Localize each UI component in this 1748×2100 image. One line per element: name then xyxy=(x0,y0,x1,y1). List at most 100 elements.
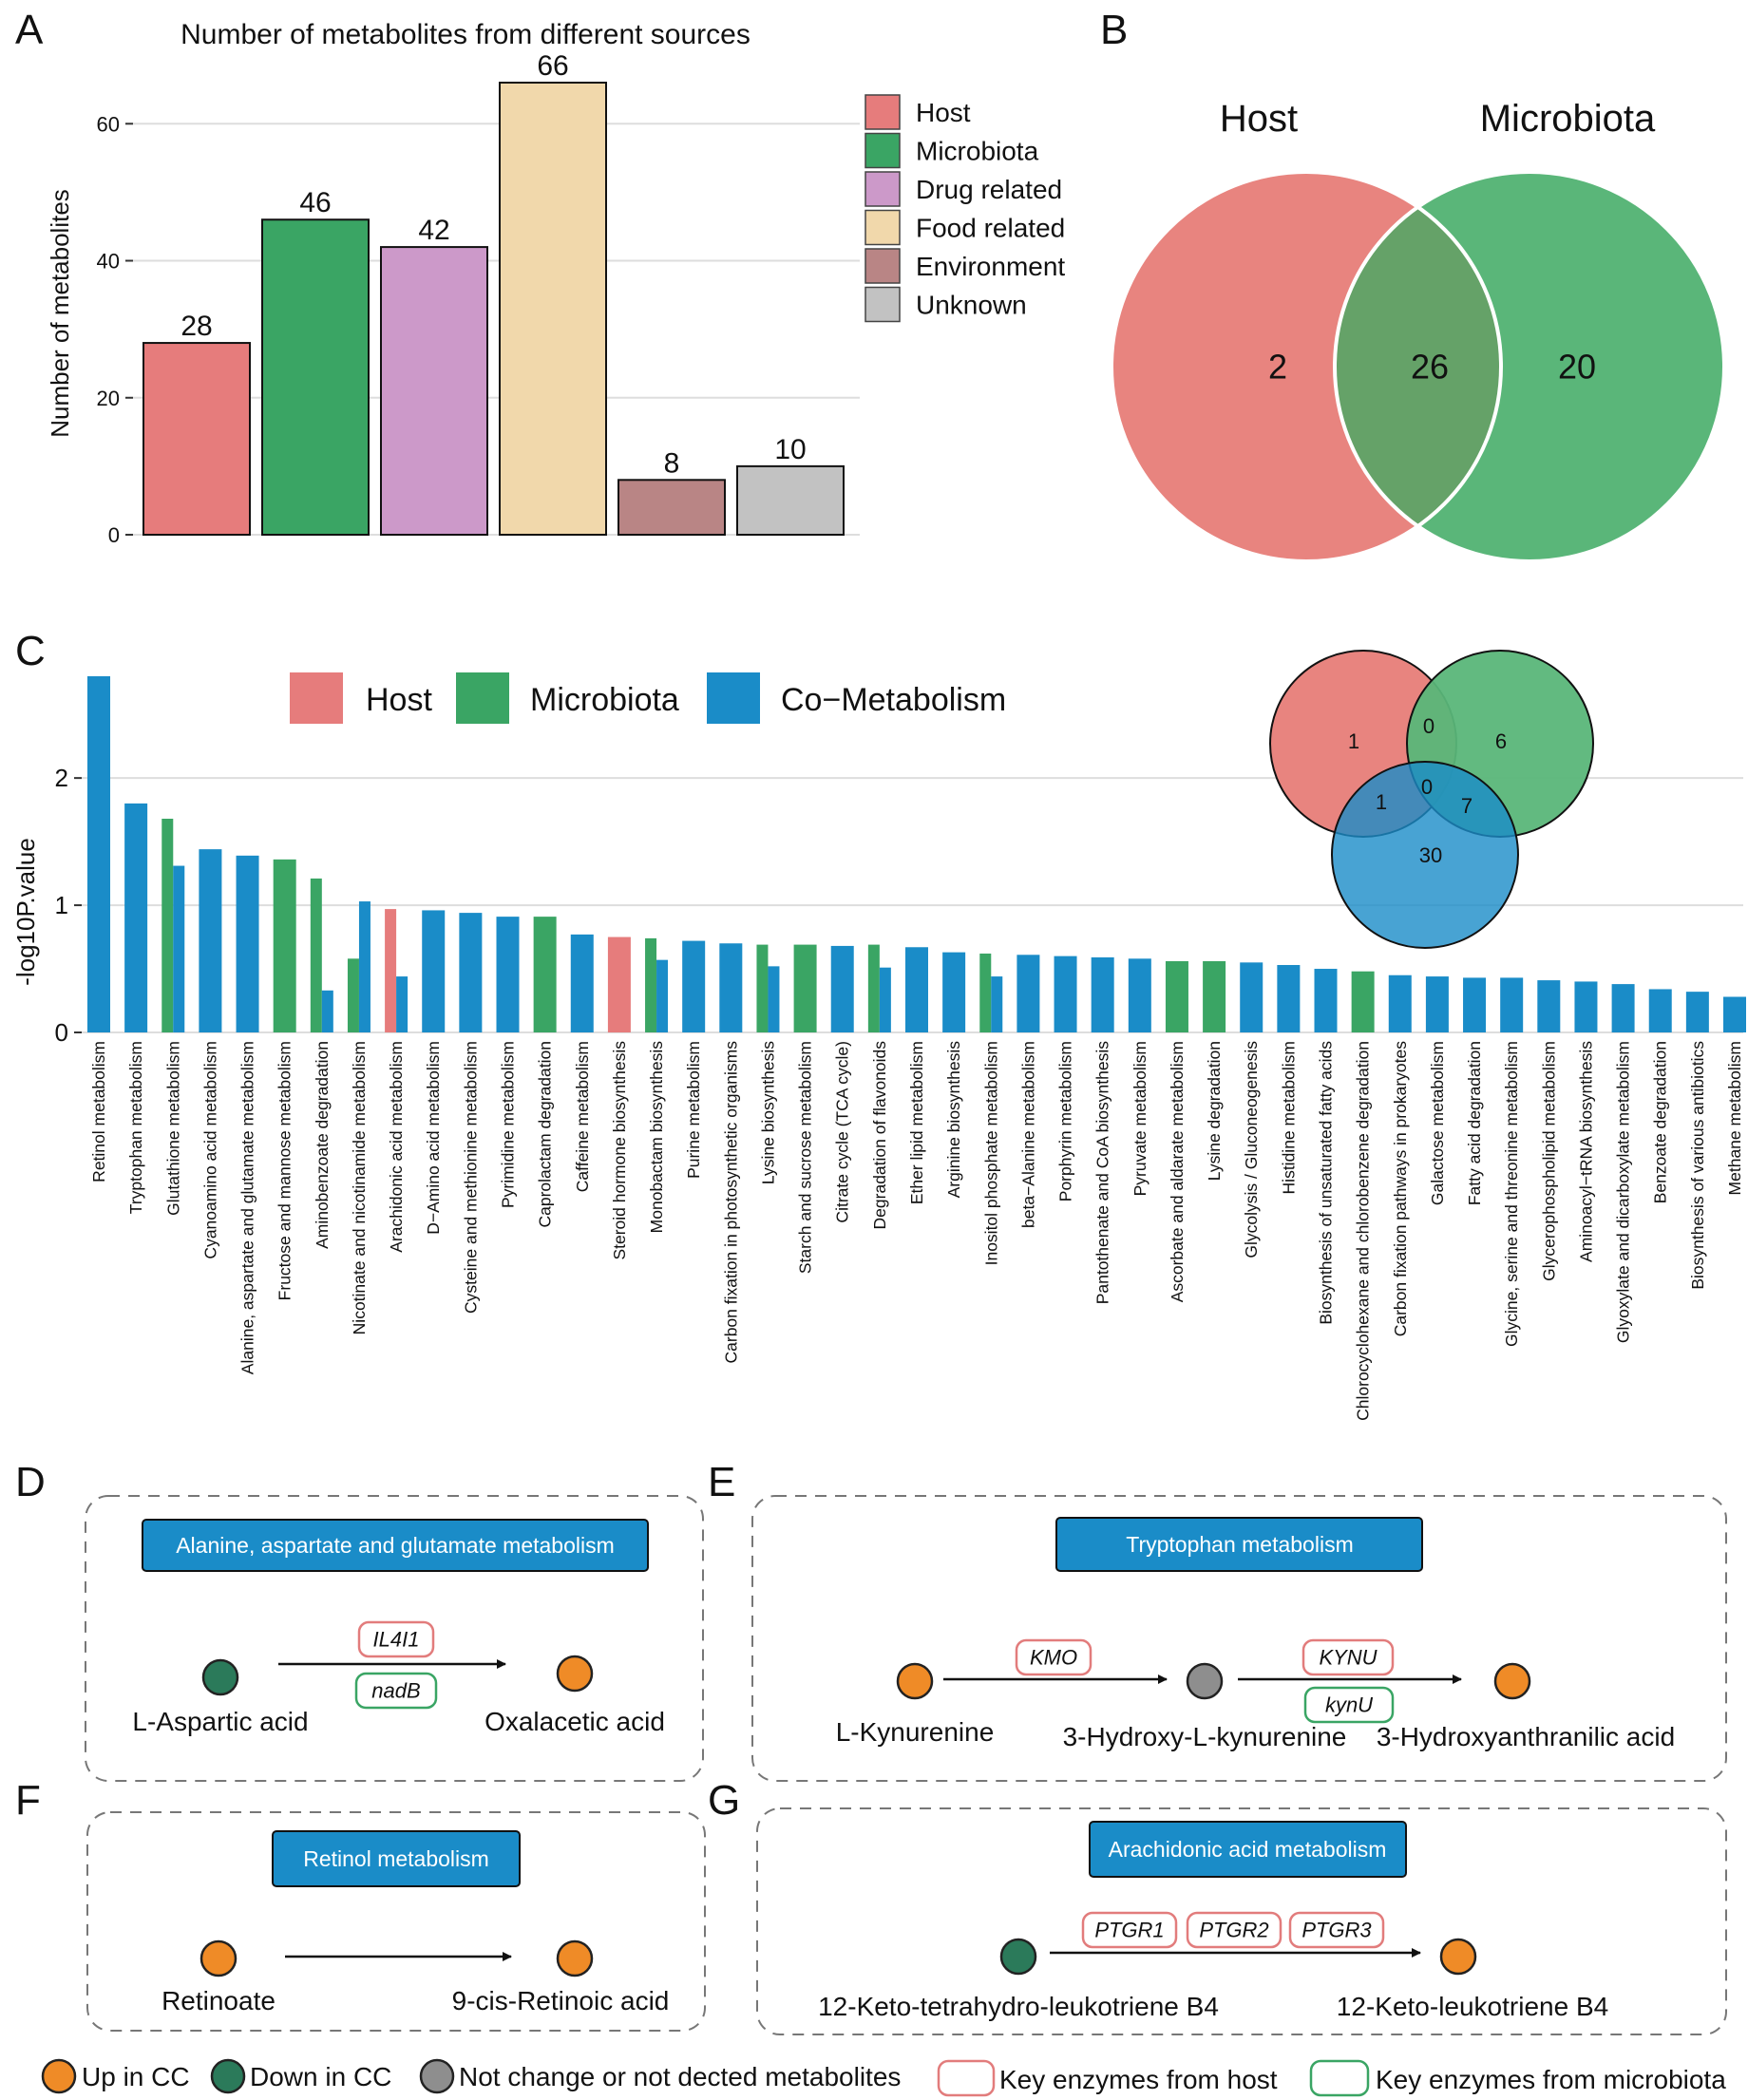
chart-c-x-tick-label: Fatty acid degradation xyxy=(1465,1041,1484,1205)
legend-host-enzyme-box xyxy=(937,2059,996,2097)
chart-c-y-tick-label: 2 xyxy=(55,764,68,792)
panel-e-title: Tryptophan metabolism xyxy=(1126,1532,1353,1557)
panel-g-header xyxy=(1089,1821,1407,1878)
chart-c-x-tick-label: Glycerophospholipid metabolism xyxy=(1539,1041,1558,1281)
chart-c-x-tick-label: Glycolysis / Gluconeogenesis xyxy=(1242,1041,1261,1258)
panel-letter-c: C xyxy=(15,628,46,674)
chart-c-y-label: -log10P.value xyxy=(11,838,40,986)
chart-a-y-ticks: 0 20 40 60 xyxy=(97,112,133,547)
chart-c-x-tick-label: Glycine, serine and threonine metabolism xyxy=(1502,1041,1521,1347)
chart-a-legend-label: Food related xyxy=(916,214,1065,243)
chart-a-y-tick-label: 0 xyxy=(108,523,120,547)
chart-c-bar xyxy=(87,676,110,1032)
panel-letter-e: E xyxy=(708,1459,735,1505)
g-substrate-label: 12-Keto-tetrahydro-leukotriene B4 xyxy=(818,1992,1219,2021)
chart-a-legend-swatch xyxy=(864,132,901,169)
chart-c-x-tick-label: Retinol metabolism xyxy=(89,1041,108,1182)
panel-e-header xyxy=(1055,1517,1423,1572)
f-product-label: 9-cis-Retinoic acid xyxy=(452,1986,670,2015)
chart-c-bar xyxy=(1648,989,1672,1032)
chart-c-bar xyxy=(310,878,322,1032)
chart-c-y-tick-label: 1 xyxy=(55,891,68,919)
venn-c: 1 0 6 0 1 7 30 xyxy=(1269,650,1594,949)
chart-c-x-tick-label: Porphyrin metabolism xyxy=(1056,1041,1075,1201)
chart-a-bar xyxy=(142,342,251,536)
chart-c-bar xyxy=(1016,955,1040,1032)
g-substrate-node xyxy=(999,1938,1037,1976)
chart-c-x-tick-label: Monobactam biosynthesis xyxy=(647,1041,666,1234)
legend-micro-enzyme-label: Key enzymes from microbiota xyxy=(1376,2065,1726,2094)
venn-c-host-only: 1 xyxy=(1348,729,1359,753)
chart-c-x-tick-label: Nicotinate and nicotinamide metabolism xyxy=(350,1041,369,1334)
chart-c-x-tick-label: Glyoxylate and dicarboxylate metabolism xyxy=(1614,1041,1633,1343)
legend-c-microbiota-swatch xyxy=(456,672,509,724)
g-enzyme-1: PTGR1 xyxy=(1094,1919,1164,1942)
chart-a-value-label: 28 xyxy=(180,311,212,342)
chart-a-legend-swatch xyxy=(864,248,901,284)
chart-c-bar xyxy=(991,976,1003,1032)
venn-b-overlap-count: 26 xyxy=(1411,348,1449,387)
venn-b-microbiota-label: Microbiota xyxy=(1480,98,1656,140)
chart-a-legend-label: Unknown xyxy=(916,291,1027,320)
panel-letter-a: A xyxy=(15,7,44,53)
chart-c-x-tick-label: Pyruvate metabolism xyxy=(1130,1041,1150,1196)
panel-c: C 0 1 2 -log10P.value Retinol metabolism Tr… xyxy=(11,628,1746,1421)
chart-c-bar xyxy=(830,945,854,1032)
chart-c-x-labels: Retinol metabolism Tryptophan metabolism G… xyxy=(89,1041,1744,1421)
legend-nochange-label: Not change or not dected metabolites xyxy=(459,2062,901,2091)
chart-c-bar xyxy=(396,976,408,1032)
chart-c-bar xyxy=(321,990,333,1032)
panel-e-box xyxy=(751,1495,1727,1782)
chart-c-bar xyxy=(533,917,557,1032)
chart-c-bar xyxy=(1574,981,1598,1032)
g-product-label: 12-Keto-leukotriene B4 xyxy=(1337,1992,1608,2021)
venn-b-microbiota-outline xyxy=(1333,170,1726,563)
chart-a-legend-swatch xyxy=(864,286,901,323)
chart-a-legend-label: Microbiota xyxy=(916,137,1039,166)
chart-a-bar xyxy=(380,246,488,536)
chart-c-bar xyxy=(570,934,594,1032)
e-enzyme1: KMO xyxy=(1030,1646,1077,1670)
e-enzyme2-micro: kynU xyxy=(1325,1693,1373,1717)
chart-c-bar xyxy=(385,909,397,1032)
chart-a-bars: 28 46 42 66 8 10 xyxy=(142,50,845,537)
venn-c-all-three: 0 xyxy=(1421,775,1433,799)
chart-c-bar xyxy=(645,937,657,1032)
chart-a-bar xyxy=(499,82,607,536)
chart-c-bar xyxy=(1685,992,1709,1032)
venn-c-micro-co: 7 xyxy=(1461,794,1472,818)
chart-c-x-tick-label: Chlorocyclohexane and chlorobenzene degr… xyxy=(1354,1041,1373,1421)
d-enzyme-micro-box xyxy=(354,1672,438,1710)
chart-c-bar xyxy=(1723,996,1746,1032)
chart-c-bar xyxy=(1388,974,1412,1032)
chart-c-bar xyxy=(1537,980,1561,1032)
chart-c-bar xyxy=(979,953,992,1032)
panel-b: B Host Microbiota 2 26 20 xyxy=(1100,7,1726,563)
chart-c-bar xyxy=(607,936,631,1032)
panel-a: A Number of metabolites from different s… xyxy=(15,7,1065,547)
venn-b-microbiota-only: 20 xyxy=(1558,348,1596,387)
chart-c-x-tick-label: Degradation of flavonoids xyxy=(870,1041,889,1230)
chart-c-bar xyxy=(422,910,446,1032)
panel-letter-b: B xyxy=(1100,7,1128,53)
chart-c-x-tick-label: Aminoacyl−tRNA biosynthesis xyxy=(1576,1041,1595,1262)
chart-c-bar xyxy=(173,865,185,1032)
legend-nochange-node xyxy=(419,2058,455,2094)
panel-d-box xyxy=(85,1495,704,1782)
chart-c-bar xyxy=(1091,956,1114,1032)
chart-c-x-tick-label: Carbon fixation in photosynthetic organi… xyxy=(721,1041,740,1364)
chart-c-bar xyxy=(719,943,743,1032)
chart-c-x-tick-label: beta−Alanine metabolism xyxy=(1018,1041,1037,1228)
chart-c-bar xyxy=(656,959,669,1032)
chart-c-bar xyxy=(1277,965,1301,1032)
chart-c-x-tick-label: Histidine metabolism xyxy=(1279,1041,1298,1194)
chart-c-x-tick-label: Purine metabolism xyxy=(684,1041,703,1179)
chart-c-bar xyxy=(1165,961,1188,1032)
chart-c-bar xyxy=(1463,977,1487,1032)
chart-c-y-ticks: 0 1 2 xyxy=(55,764,82,1047)
e-enzyme1-box xyxy=(1015,1638,1092,1676)
chart-a-legend-swatch xyxy=(864,209,901,246)
chart-c-bar xyxy=(867,944,880,1032)
chart-a-y-tick-label: 60 xyxy=(97,112,120,136)
chart-c-x-tick-label: Pantothenate and CoA biosynthesis xyxy=(1093,1041,1112,1305)
